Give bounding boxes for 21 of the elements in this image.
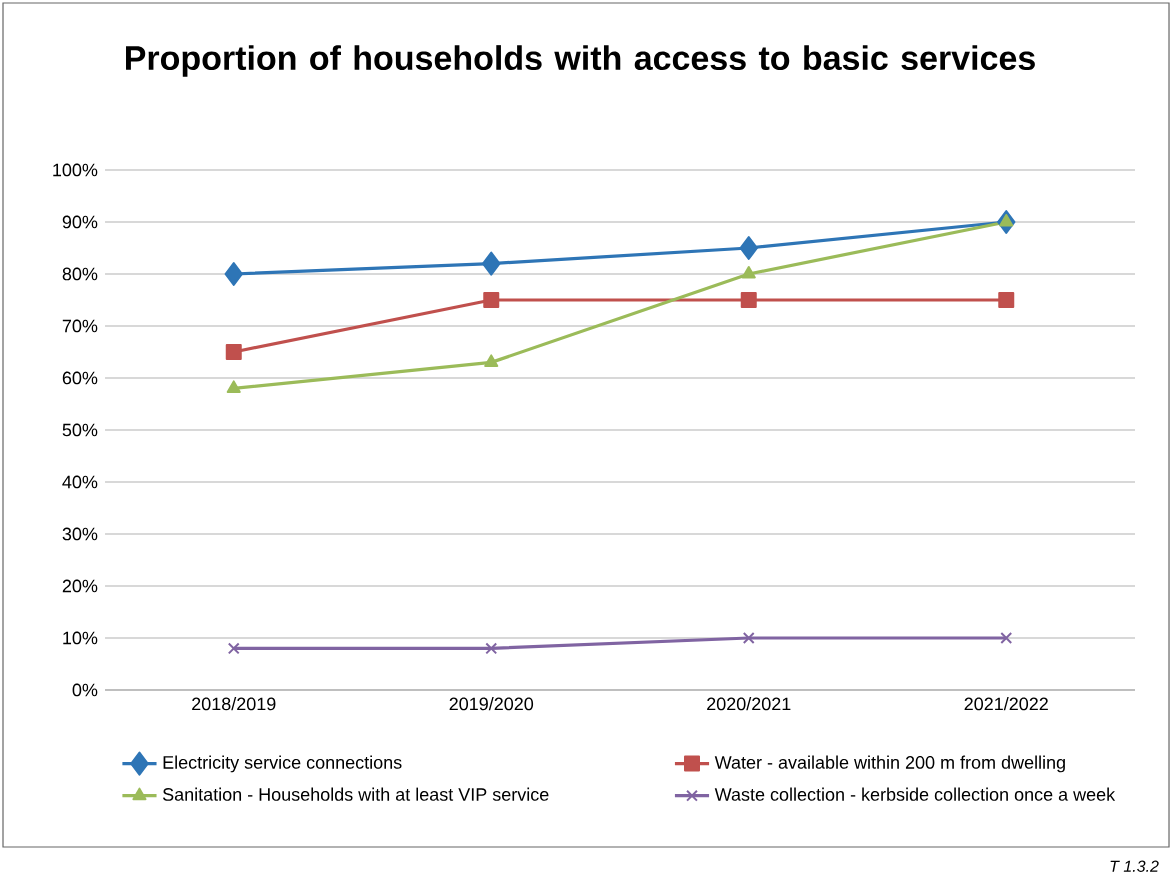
y-tick-label: 50% (62, 423, 98, 437)
y-tick-label: 0% (72, 683, 98, 697)
x-tick-label: 2018/2019 (192, 697, 276, 711)
legend-label: Sanitation - Households with at least VIP service (162, 787, 549, 801)
legend-label: Water - available within 200 m from dwelling (714, 755, 1065, 773)
y-tick-label: 100% (53, 163, 98, 177)
y-tick-label: 70% (62, 319, 98, 333)
y-tick-label: 80% (62, 267, 98, 281)
y-tick-label: 30% (62, 527, 98, 541)
text: T 1.3.2 (1110, 860, 1159, 872)
legend-label: Electricity service connections (163, 755, 402, 773)
y-tick-label: 20% (62, 579, 98, 593)
y-tick-label: 40% (62, 475, 98, 489)
legend-label: Waste collection - kerbside collection once a week (714, 787, 1116, 801)
y-tick-label: 10% (63, 631, 98, 645)
chart-title: Proportion of households with access to basic services (126, 45, 1035, 77)
x-tick-label: 2021/2022 (964, 697, 1048, 711)
x-tick-label: 2019/2020 (449, 697, 534, 711)
y-tick-label: 90% (62, 215, 98, 229)
y-tick-label: 60% (62, 371, 98, 385)
x-tick-label: 2020/2021 (707, 697, 791, 711)
